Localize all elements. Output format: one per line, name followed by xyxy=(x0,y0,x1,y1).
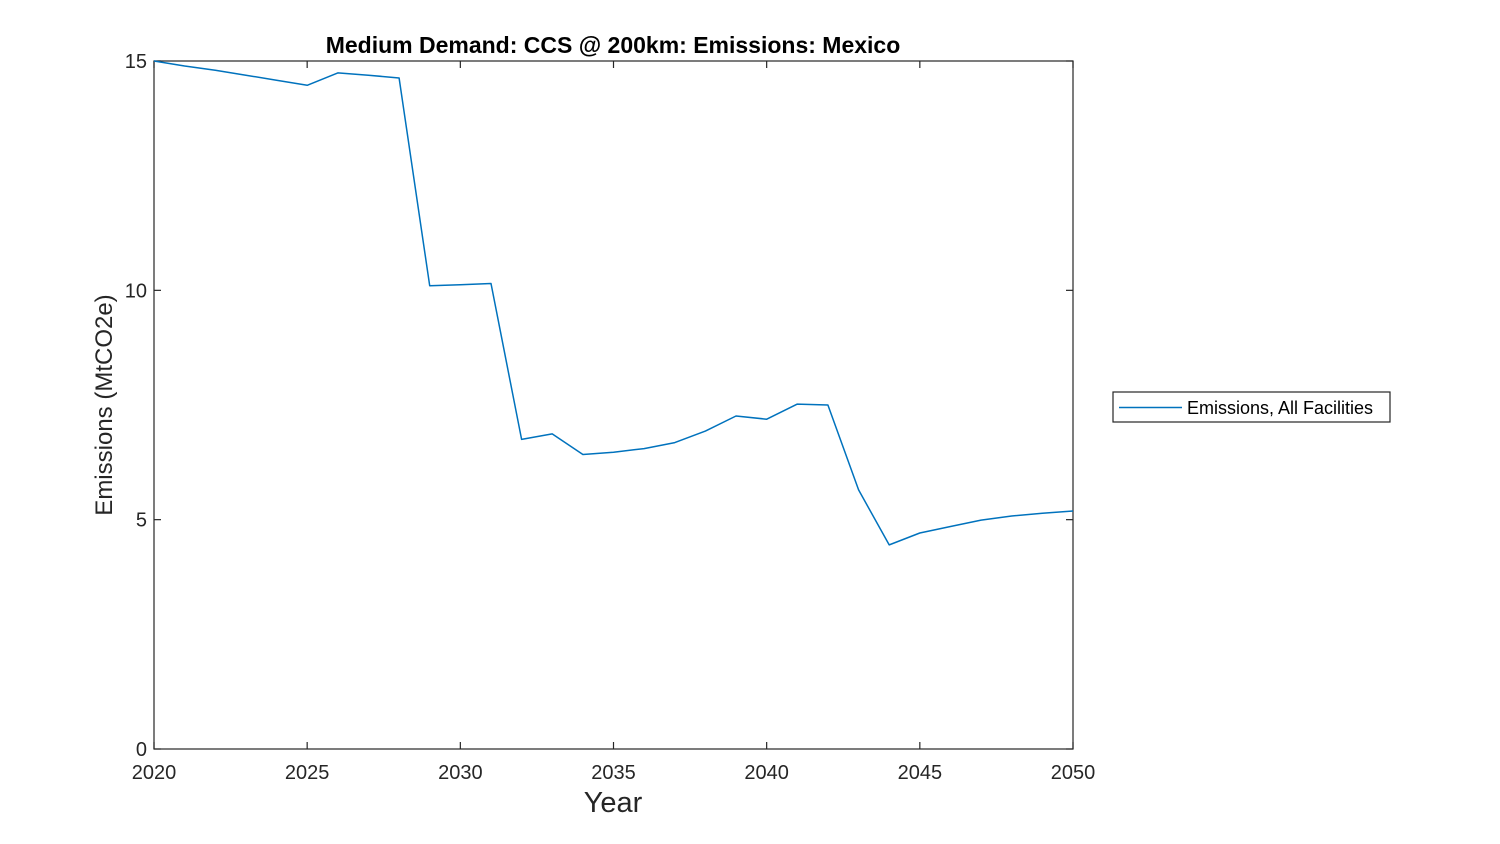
x-tick-label: 2025 xyxy=(285,762,330,784)
x-tick-label: 2020 xyxy=(132,762,177,784)
x-tick-label: 2030 xyxy=(438,762,483,784)
y-axis-tick-labels: 0 5 10 15 xyxy=(125,51,147,761)
x-tick-label: 2045 xyxy=(898,762,943,784)
y-tick-label: 15 xyxy=(125,51,147,73)
legend-entry-label: Emissions, All Facilities xyxy=(1187,398,1373,418)
emissions-series-line xyxy=(153,60,1074,546)
axis-tick-marks xyxy=(153,60,1074,750)
x-tick-label: 2040 xyxy=(744,762,789,784)
x-axis-label: Year xyxy=(584,787,643,819)
x-tick-label: 2050 xyxy=(1051,762,1096,784)
y-tick-label: 5 xyxy=(136,510,147,532)
y-tick-label: 0 xyxy=(136,739,147,761)
legend: Emissions, All Facilities xyxy=(1112,391,1391,423)
y-tick-label: 10 xyxy=(125,280,147,302)
plot-area xyxy=(153,60,1074,750)
x-tick-label: 2035 xyxy=(591,762,636,784)
x-axis-tick-labels: 2020 2025 2030 2035 2040 2045 2050 xyxy=(132,762,1096,784)
chart-title: Medium Demand: CCS @ 200km: Emissions: M… xyxy=(326,32,901,58)
y-axis-label: Emissions (MtCO2e) xyxy=(91,294,118,515)
